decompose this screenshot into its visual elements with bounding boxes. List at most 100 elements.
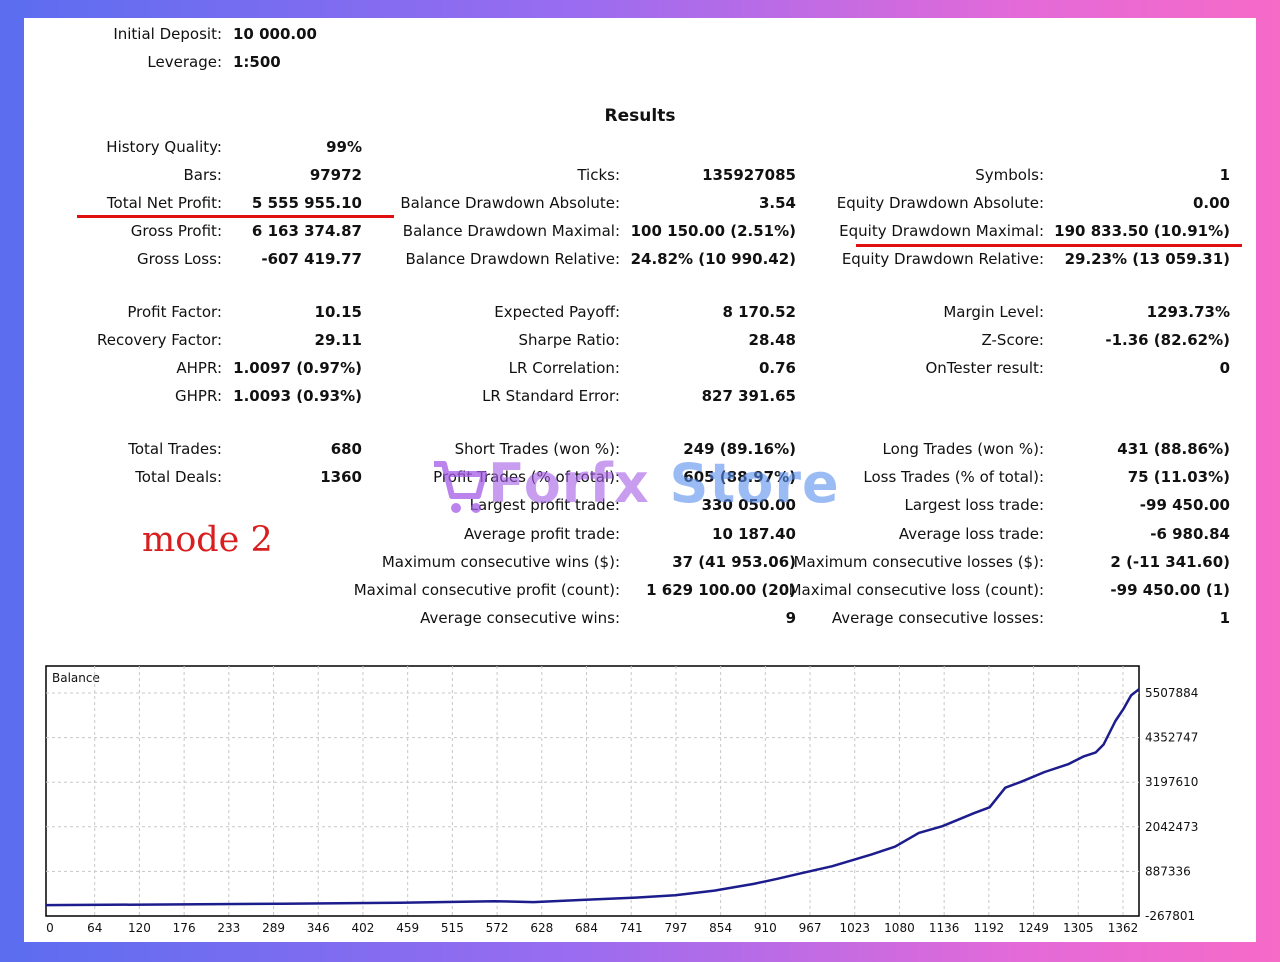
largest-profit-trade-value: 330 050.00 [701,496,796,514]
largest-profit-trade-label: Largest profit trade: [469,496,620,514]
gross-profit-label: Gross Profit: [130,222,222,240]
y-tick-label: 887336 [1145,864,1191,878]
expected-payoff-value: 8 170.52 [722,303,796,321]
highlight-underline-equity-drawdown [856,244,1242,247]
leverage-label: Leverage: [147,53,222,71]
largest-loss-trade-value: -99 450.00 [1139,496,1230,514]
z-score-value: -1.36 (82.62%) [1105,331,1230,349]
x-tick-label: 0 [46,921,54,935]
x-tick-label: 459 [396,921,419,935]
equity-drawdown-maximal-label: Equity Drawdown Maximal: [839,222,1044,240]
maximal-consecutive-profit-value: 1 629 100.00 (20) [646,581,796,599]
equity-drawdown-absolute-label: Equity Drawdown Absolute: [836,194,1044,212]
margin-level-value: 1293.73% [1146,303,1230,321]
average-loss-trade-value: -6 980.84 [1150,525,1230,543]
x-tick-label: 854 [709,921,732,935]
balance-drawdown-absolute-label: Balance Drawdown Absolute: [400,194,620,212]
x-tick-label: 402 [352,921,375,935]
y-tick-label: 4352747 [1145,731,1198,745]
loss-trades-label: Loss Trades (% of total): [863,468,1044,486]
max-consecutive-losses-value: 2 (-11 341.60) [1110,553,1230,571]
average-consecutive-wins-value: 9 [785,609,796,627]
x-tick-label: 1023 [839,921,870,935]
x-tick-label: 64 [87,921,102,935]
results-title: Results [604,106,676,126]
ghpr-label: GHPR: [175,387,222,405]
maximal-consecutive-profit-label: Maximal consecutive profit (count): [353,581,620,599]
total-deals-label: Total Deals: [135,468,222,486]
ticks-label: Ticks: [577,166,620,184]
total-net-profit-label: Total Net Profit: [106,194,222,212]
max-consecutive-losses-label: Maximum consecutive losses ($): [793,553,1044,571]
chart-title: Balance [52,671,100,685]
balance-line [45,688,1140,907]
sharpe-ratio-value: 28.48 [748,331,796,349]
total-net-profit-value: 5 555 955.10 [251,194,362,212]
report-panel: Initial Deposit: 10 000.00 Leverage: 1:5… [24,18,1256,942]
gross-loss-label: Gross Loss: [137,250,222,268]
z-score-label: Z-Score: [981,331,1045,349]
total-deals-value: 1360 [320,468,362,486]
symbols-label: Symbols: [975,166,1044,184]
ahpr-value: 1.0097 (0.97%) [233,359,362,377]
margin-level-label: Margin Level: [943,303,1044,321]
gross-loss-value: -607 419.77 [261,250,362,268]
x-tick-label: 797 [664,921,687,935]
short-trades-value: 249 (89.16%) [683,440,796,458]
x-tick-label: 1192 [974,921,1005,935]
history-quality-label: History Quality: [106,138,222,156]
lr-correlation-value: 0.76 [758,359,796,377]
history-quality-value: 99% [326,138,362,156]
chart-frame [45,665,1140,917]
short-trades-label: Short Trades (won %): [454,440,620,458]
leverage-value: 1:500 [233,53,281,71]
ahpr-label: AHPR: [176,359,222,377]
x-tick-label: 572 [486,921,509,935]
x-tick-label: 1362 [1108,921,1139,935]
sharpe-ratio-label: Sharpe Ratio: [518,331,620,349]
x-tick-label: 289 [262,921,285,935]
average-profit-trade-label: Average profit trade: [463,525,620,543]
x-tick-label: 967 [799,921,822,935]
profit-factor-label: Profit Factor: [127,303,222,321]
equity-drawdown-relative-value: 29.23% (13 059.31) [1064,250,1230,268]
max-consecutive-wins-value: 37 (41 953.06) [672,553,796,571]
initial-deposit-value: 10 000.00 [233,25,317,43]
initial-deposit-label: Initial Deposit: [113,25,222,43]
maximal-consecutive-loss-value: -99 450.00 (1) [1110,581,1230,599]
lr-correlation-label: LR Correlation: [508,359,620,377]
max-consecutive-wins-label: Maximum consecutive wins ($): [381,553,620,571]
bars-label: Bars: [183,166,222,184]
balance-drawdown-relative-label: Balance Drawdown Relative: [405,250,620,268]
average-consecutive-wins-label: Average consecutive wins: [420,609,620,627]
y-tick-label: 5507884 [1145,686,1198,700]
expected-payoff-label: Expected Payoff: [494,303,620,321]
average-consecutive-losses-label: Average consecutive losses: [831,609,1044,627]
x-tick-label: 515 [441,921,464,935]
equity-drawdown-maximal-value: 190 833.50 (10.91%) [1054,222,1230,240]
ticks-value: 135927085 [702,166,796,184]
x-tick-label: 1080 [884,921,915,935]
profit-trades-value: 605 (88.97%) [683,468,796,486]
average-profit-trade-value: 10 187.40 [712,525,796,543]
balance-drawdown-maximal-value: 100 150.00 (2.51%) [630,222,796,240]
x-tick-label: 346 [307,921,330,935]
y-tick-label: -267801 [1145,909,1195,923]
ghpr-value: 1.0093 (0.93%) [233,387,362,405]
balance-drawdown-absolute-value: 3.54 [758,194,796,212]
y-tick-label: 3197610 [1145,775,1198,789]
balance-drawdown-relative-value: 24.82% (10 990.42) [630,250,796,268]
equity-drawdown-relative-label: Equity Drawdown Relative: [841,250,1044,268]
average-consecutive-losses-value: 1 [1219,609,1230,627]
x-tick-label: 684 [575,921,598,935]
maximal-consecutive-loss-label: Maximal consecutive loss (count): [788,581,1044,599]
recovery-factor-label: Recovery Factor: [96,331,222,349]
highlight-underline-net-profit [77,215,394,218]
total-trades-value: 680 [330,440,362,458]
x-tick-label: 176 [173,921,196,935]
balance-chart: Balance 0 64 120 176 233 289 346 402 459 515 572 628… [45,665,1198,935]
profit-factor-value: 10.15 [314,303,362,321]
x-tick-label: 120 [128,921,151,935]
bars-value: 97972 [309,166,362,184]
mode-annotation: mode 2 [142,520,273,560]
